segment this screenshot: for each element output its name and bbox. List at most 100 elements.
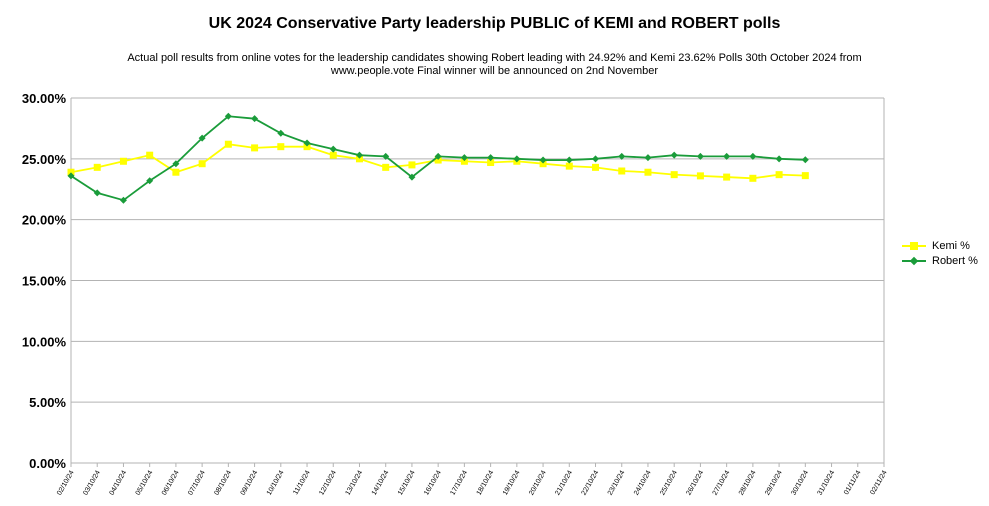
x-tick-label: 19/10/24 — [502, 469, 522, 496]
chart-title: UK 2024 Conservative Party leadership PU… — [208, 15, 781, 32]
data-point-1 — [723, 152, 731, 160]
y-tick-label: 15.00% — [22, 274, 67, 289]
x-tick-label: 26/10/24 — [685, 469, 705, 496]
data-point-0 — [618, 167, 626, 175]
data-point-0 — [251, 144, 259, 152]
data-point-0 — [172, 168, 180, 176]
x-tick-label: 27/10/24 — [712, 469, 732, 496]
x-tick-label: 08/10/24 — [213, 469, 233, 496]
x-tick-label: 02/11/24 — [869, 469, 888, 496]
y-tick-label: 0.00% — [29, 456, 66, 471]
data-point-1 — [618, 152, 626, 160]
data-point-0 — [277, 143, 285, 151]
legend-swatch-robert — [900, 256, 928, 266]
x-tick-label: 07/10/24 — [187, 469, 207, 496]
data-point-0 — [146, 151, 154, 159]
data-point-1 — [513, 155, 521, 163]
data-point-1 — [146, 177, 154, 185]
data-point-1 — [696, 152, 704, 160]
data-point-1 — [644, 154, 652, 162]
x-tick-label: 17/10/24 — [449, 469, 469, 496]
x-tick-label: 30/10/24 — [790, 469, 810, 496]
x-tick-label: 10/10/24 — [266, 469, 286, 496]
data-point-1 — [749, 152, 757, 160]
gridlines — [70, 97, 885, 464]
data-point-1 — [224, 112, 232, 120]
data-point-0 — [329, 151, 337, 159]
y-tick-label: 10.00% — [22, 334, 67, 349]
data-point-1 — [119, 196, 127, 204]
x-tick-label: 14/10/24 — [371, 469, 391, 496]
data-point-1 — [670, 151, 678, 159]
data-point-1 — [592, 155, 600, 163]
x-tick-label: 05/10/24 — [135, 469, 155, 496]
data-point-0 — [775, 171, 783, 179]
x-tick-label: 04/10/24 — [108, 469, 128, 496]
data-point-1 — [172, 160, 180, 168]
x-tick-label: 21/10/24 — [554, 469, 574, 496]
data-point-1 — [303, 139, 311, 147]
data-point-1 — [460, 154, 468, 162]
data-point-1 — [198, 134, 206, 142]
y-axis-ticks: 0.00% 5.00% 10.00% 15.00% 20.00% 25.00% 30.00% — [22, 91, 67, 471]
x-tick-label: 25/10/24 — [659, 469, 679, 496]
x-tick-label: 02/10/24 — [56, 469, 76, 496]
x-tick-label: 12/10/24 — [318, 469, 338, 496]
x-tick-label: 06/10/24 — [161, 469, 181, 496]
x-tick-label: 01/11/24 — [843, 469, 862, 496]
series-layer — [67, 112, 809, 204]
data-point-0 — [565, 162, 573, 170]
x-tick-label: 15/10/24 — [397, 469, 417, 496]
x-tick-label: 20/10/24 — [528, 469, 548, 496]
data-point-0 — [644, 168, 652, 176]
legend-item-robert: Robert % — [900, 253, 978, 268]
data-point-0 — [224, 140, 232, 148]
x-tick-label: 18/10/24 — [476, 469, 496, 496]
data-point-1 — [355, 151, 363, 159]
data-point-0 — [696, 172, 704, 180]
x-axis-ticks: 02/10/24 03/10/24 04/10/24 05/10/24 06/10/24… — [56, 463, 889, 497]
data-point-0 — [408, 161, 416, 169]
data-point-0 — [119, 157, 127, 165]
data-point-1 — [382, 152, 390, 160]
data-point-1 — [329, 145, 337, 153]
x-tick-label: 11/10/24 — [292, 469, 311, 496]
data-point-0 — [460, 157, 468, 165]
legend-label-kemi: Kemi % — [932, 239, 970, 252]
x-tick-label: 16/10/24 — [423, 469, 443, 496]
legend-label-robert: Robert % — [932, 254, 978, 267]
data-point-1 — [565, 156, 573, 164]
y-tick-label: 25.00% — [22, 152, 67, 167]
data-point-1 — [408, 173, 416, 181]
x-tick-label: 31/10/24 — [817, 469, 837, 496]
x-tick-label: 03/10/24 — [82, 469, 102, 496]
data-point-0 — [198, 160, 206, 168]
data-point-1 — [251, 115, 259, 123]
data-point-1 — [487, 154, 495, 162]
data-point-0 — [303, 143, 311, 151]
data-point-0 — [355, 155, 363, 163]
data-point-0 — [382, 163, 390, 171]
x-tick-label: 09/10/24 — [240, 469, 260, 496]
x-tick-label: 24/10/24 — [633, 469, 653, 496]
data-point-0 — [434, 156, 442, 164]
x-tick-label: 29/10/24 — [764, 469, 784, 496]
data-point-0 — [749, 174, 757, 182]
data-point-1 — [775, 155, 783, 163]
data-point-1 — [277, 129, 285, 137]
data-point-1 — [434, 152, 442, 160]
data-point-0 — [801, 172, 809, 180]
chart-subtitle: Actual poll results from online votes fo… — [127, 52, 862, 77]
data-point-0 — [487, 158, 495, 166]
y-tick-label: 5.00% — [29, 395, 66, 410]
legend: Kemi % Robert % — [900, 238, 978, 268]
data-point-0 — [539, 160, 547, 168]
data-point-1 — [93, 189, 101, 197]
y-tick-label: 20.00% — [22, 213, 67, 228]
y-tick-label: 30.00% — [22, 91, 67, 106]
legend-item-kemi: Kemi % — [900, 238, 978, 253]
x-tick-label: 23/10/24 — [607, 469, 627, 496]
data-point-0 — [93, 163, 101, 171]
data-point-0 — [592, 163, 600, 171]
